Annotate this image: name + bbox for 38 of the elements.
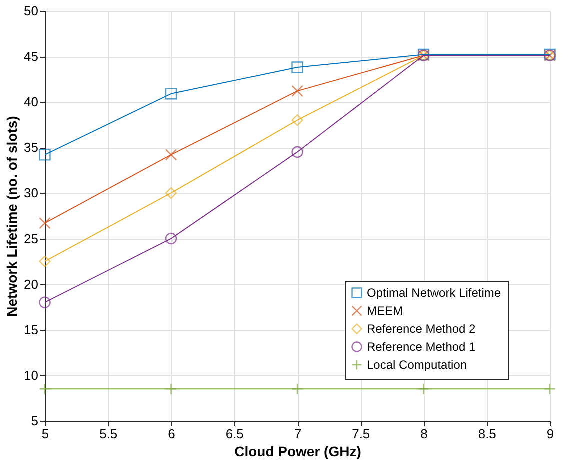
y-tick-label: 45 — [24, 49, 38, 64]
y-tick-label: 15 — [24, 322, 38, 338]
x-tick-label: 6.5 — [226, 426, 244, 442]
y-tick-label: 35 — [24, 140, 38, 156]
y-tick-label: 10 — [24, 368, 38, 383]
point — [165, 88, 178, 100]
point — [165, 232, 178, 245]
point — [39, 256, 51, 268]
point — [292, 146, 304, 158]
legend-label: Reference Method 1 — [367, 340, 476, 354]
legend-label: MEEM — [367, 304, 404, 318]
x-tick-label: 6 — [168, 426, 176, 442]
y-tick-label: 20 — [24, 276, 38, 292]
y-tick-label: 25 — [24, 231, 38, 246]
legend-label: Optimal Network Lifetime — [367, 286, 502, 300]
y-axis-title: Network Lifetime (no. of slots) — [4, 116, 20, 317]
x-tick-label: 7.5 — [352, 426, 370, 442]
point — [39, 149, 51, 161]
x-tick-label: 8.5 — [478, 426, 496, 442]
point — [165, 187, 178, 200]
point — [165, 149, 178, 161]
x-tick-label: 8 — [420, 426, 428, 442]
x-tick-label: 5.5 — [100, 426, 118, 442]
point — [39, 296, 51, 308]
legend-label: Reference Method 2 — [367, 322, 476, 336]
point — [292, 85, 304, 98]
y-tick-label: 5 — [31, 414, 38, 428]
point — [292, 62, 304, 74]
x-tick-label: 9 — [546, 426, 554, 442]
x-tick-label: 7 — [294, 426, 302, 442]
y-tick-label: 30 — [24, 186, 38, 201]
y-tick-label: 40 — [24, 94, 38, 110]
x-tick-label: 5 — [42, 426, 50, 442]
point — [39, 217, 51, 230]
x-axis-title: Cloud Power (GHz) — [234, 444, 362, 460]
legend-label: Local Computation — [367, 358, 468, 372]
y-tick-label: 50 — [24, 4, 38, 18]
point — [292, 114, 304, 126]
